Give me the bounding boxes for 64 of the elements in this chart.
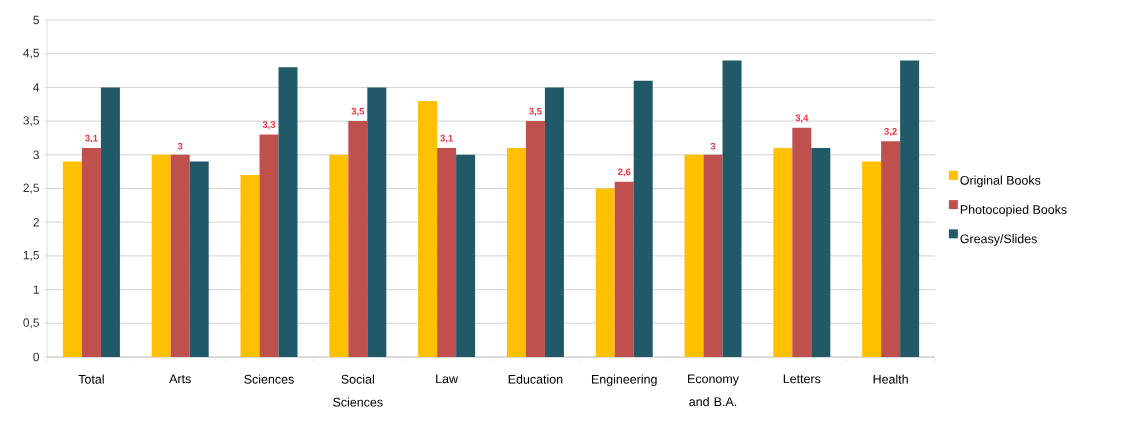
y-tick-label: 3,5 (23, 116, 39, 127)
bar (614, 181, 634, 357)
bar (703, 154, 723, 357)
bar (525, 121, 545, 357)
data-label: 3 (177, 142, 183, 150)
y-tick-label: 0,5 (23, 318, 39, 329)
bar (773, 148, 793, 357)
y-tick-label: 2 (33, 218, 39, 227)
bar (811, 148, 831, 357)
bar (189, 161, 209, 357)
y-tick-label: 5 (33, 15, 39, 25)
legend-label: Photocopied Books (960, 204, 1067, 217)
data-label: 2,6 (617, 168, 631, 177)
bar (348, 121, 368, 357)
bar (506, 148, 526, 357)
y-tick-label: 4,5 (23, 48, 39, 59)
bar (544, 87, 564, 357)
data-label: 3,5 (529, 107, 542, 116)
bar (329, 154, 349, 357)
legend-label: Greasy/Slides (960, 234, 1037, 246)
bar (792, 127, 812, 357)
y-tick-label: 1,5 (23, 251, 39, 261)
data-label: 3,5 (351, 107, 365, 116)
x-tick-label: Law (436, 374, 459, 384)
bar (367, 87, 387, 357)
x-tick-label: Health (873, 374, 908, 384)
x-tick-label: Education (508, 374, 563, 384)
x-tick-label: Total (78, 374, 104, 384)
bar (170, 154, 190, 357)
bar (62, 161, 82, 357)
bar (437, 148, 457, 357)
y-tick-label: 4 (33, 83, 40, 92)
x-tick-label: Sciences (244, 374, 294, 384)
bar (151, 154, 171, 357)
bar (900, 60, 920, 357)
bar (456, 154, 476, 357)
x-tick-label: Engineering (591, 374, 657, 387)
bar (81, 148, 101, 357)
x-tick-label: Social Sciences (333, 374, 383, 407)
bar (259, 134, 279, 357)
bar (862, 161, 882, 357)
bar (100, 87, 120, 357)
bar (240, 175, 260, 357)
bar (418, 100, 438, 357)
y-tick-label: 2,5 (23, 183, 39, 194)
y-tick-label: 0 (33, 352, 40, 362)
bar (722, 60, 742, 357)
bar (278, 67, 298, 357)
bar (633, 80, 653, 357)
data-label: 3 (710, 142, 716, 150)
bar (684, 154, 704, 357)
y-tick-label: 3 (33, 150, 39, 160)
bar (881, 141, 901, 357)
x-tick-label: Arts (169, 374, 191, 384)
bar (595, 188, 615, 357)
x-tick-label: Economy and B.A. (688, 374, 739, 407)
y-tick-label: 1 (33, 285, 39, 294)
data-label: 3,1 (440, 134, 453, 143)
legend-label: Original Books (960, 175, 1041, 188)
data-label: 3,4 (795, 114, 809, 123)
data-label: 3,1 (85, 134, 98, 143)
x-tick-label: Letters (783, 374, 821, 384)
data-label: 3,3 (262, 121, 276, 130)
data-label: 3,2 (884, 128, 897, 137)
